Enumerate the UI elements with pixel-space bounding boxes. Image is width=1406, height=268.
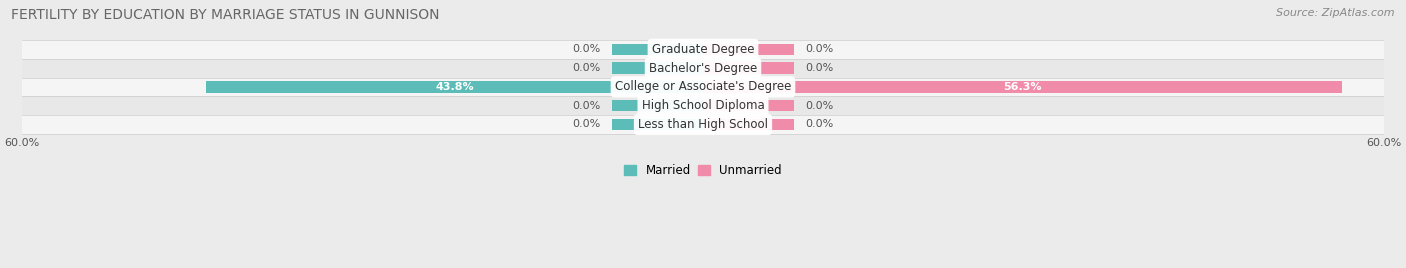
Bar (205, 81, 703, 92)
Bar (21, 96, 1385, 115)
Legend: Married, Unmarried: Married, Unmarried (620, 159, 786, 182)
Text: Source: ZipAtlas.com: Source: ZipAtlas.com (1277, 8, 1395, 18)
Text: 0.0%: 0.0% (572, 44, 600, 54)
Bar (612, 119, 703, 130)
Bar (703, 119, 794, 130)
Text: 0.0%: 0.0% (572, 101, 600, 111)
Bar (21, 77, 1385, 96)
Bar (612, 100, 703, 111)
Text: 0.0%: 0.0% (572, 120, 600, 129)
Bar (612, 44, 703, 55)
Text: Graduate Degree: Graduate Degree (652, 43, 754, 56)
Bar (703, 44, 794, 55)
Text: 0.0%: 0.0% (572, 63, 600, 73)
Text: FERTILITY BY EDUCATION BY MARRIAGE STATUS IN GUNNISON: FERTILITY BY EDUCATION BY MARRIAGE STATU… (11, 8, 440, 22)
Text: 0.0%: 0.0% (806, 101, 834, 111)
Text: 43.8%: 43.8% (434, 82, 474, 92)
Text: 56.3%: 56.3% (1004, 82, 1042, 92)
Text: 0.0%: 0.0% (806, 44, 834, 54)
Bar (21, 40, 1385, 59)
Text: Less than High School: Less than High School (638, 118, 768, 131)
Bar (21, 59, 1385, 77)
Text: High School Diploma: High School Diploma (641, 99, 765, 112)
Text: 0.0%: 0.0% (806, 63, 834, 73)
Text: Bachelor's Degree: Bachelor's Degree (650, 62, 756, 75)
Text: 0.0%: 0.0% (806, 120, 834, 129)
Bar (612, 62, 703, 74)
Text: College or Associate's Degree: College or Associate's Degree (614, 80, 792, 94)
Bar (703, 100, 794, 111)
Bar (703, 81, 1343, 92)
Bar (703, 62, 794, 74)
Bar (21, 115, 1385, 134)
